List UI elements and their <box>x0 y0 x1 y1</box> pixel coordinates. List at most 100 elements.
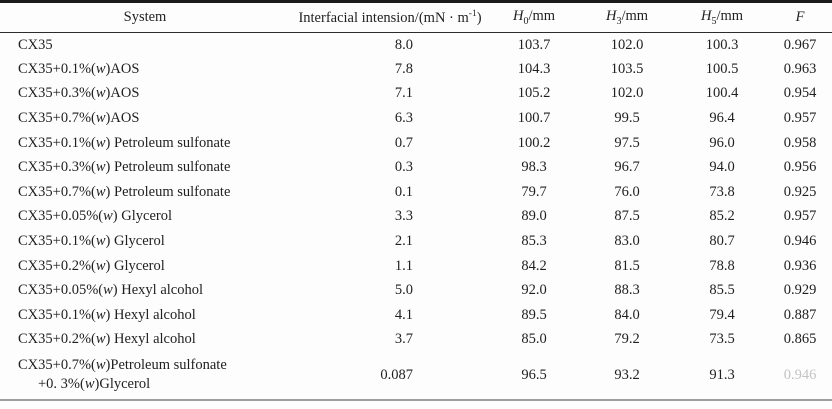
h0-cell: 85.3 <box>521 233 547 250</box>
interfacial-tension-cell: 0.3 <box>394 159 413 176</box>
h3-cell: 102.0 <box>610 36 644 53</box>
h5-cell: 78.8 <box>709 257 735 274</box>
h5-cell: 73.5 <box>709 331 735 348</box>
h5-cell: 100.3 <box>705 36 739 53</box>
col-header-h5: H5/mm <box>676 1 768 33</box>
f-cell: 0.963 <box>783 60 817 77</box>
f-cell: 0.957 <box>783 110 817 127</box>
h0-cell: 84.2 <box>521 257 547 274</box>
table-row: CX35+0.3%(w)AOS 7.1 105.2 102.0 100.4 0.954 <box>0 82 832 107</box>
h0-cell: 104.3 <box>517 60 551 77</box>
h5-cell: 79.4 <box>709 306 735 323</box>
system-cell: CX35+0.05%(w) Glycerol <box>0 205 290 230</box>
col-header-interfacial-tension: Interfacial intension/(mN · m-1) <box>290 1 490 33</box>
table-row: CX35+0.7%(w)Petroleum sulfonate +0. 3%(w)… <box>0 352 832 400</box>
system-line: CX35+0.2%(w) Glycerol <box>18 257 165 274</box>
system-cell: CX35+0.7%(w)Petroleum sulfonate +0. 3%(w)… <box>0 352 290 400</box>
col-header-f: F <box>768 1 832 33</box>
table-row: CX35+0.7%(w) Petroleum sulfonate 0.1 79.7 7… <box>0 180 832 205</box>
h3-cell: 87.5 <box>614 208 640 225</box>
system-cell: CX35 <box>0 33 290 58</box>
h0-cell: 100.7 <box>517 110 551 127</box>
col-header-h0: H0/mm <box>490 1 578 33</box>
h0-cell: 105.2 <box>517 85 551 102</box>
interfacial-tension-cell: 7.1 <box>394 85 413 102</box>
interfacial-tension-cell: 5.0 <box>394 282 413 299</box>
h5-symbol: H <box>700 8 712 25</box>
h3-cell: 83.0 <box>614 233 640 250</box>
h3-cell: 79.2 <box>614 331 640 348</box>
table-row: CX35+0.7%(w)AOS 6.3 100.7 99.5 96.4 0.957 <box>0 106 832 131</box>
table-row: CX35+0.1%(w) Petroleum sulfonate 0.7 100.2… <box>0 131 832 156</box>
system-header-label: System <box>123 9 167 25</box>
h5-cell: 94.0 <box>709 159 735 176</box>
system-cell: CX35+0.2%(w) Hexyl alcohol <box>0 328 290 353</box>
interfacial-tension-cell: 8.0 <box>394 36 413 53</box>
system-cell: CX35+0.05%(w) Hexyl alcohol <box>0 278 290 303</box>
h5-cell: 100.4 <box>705 85 739 102</box>
system-line: CX35 <box>18 36 53 53</box>
interfacial-tension-cell: 0.7 <box>394 134 413 151</box>
h0-cell: 79.7 <box>521 183 547 200</box>
interfacial-tension-cell: 3.3 <box>394 208 413 225</box>
h3-cell: 96.7 <box>614 159 640 176</box>
h5-cell: 73.8 <box>709 183 735 200</box>
system-line: CX35+0.3%(w) Petroleum sulfonate <box>18 159 231 176</box>
h3-unit: /mm <box>621 8 649 25</box>
h0-symbol: H <box>512 8 524 25</box>
h0-cell: 85.0 <box>521 331 547 348</box>
system-cell: CX35+0.1%(w) Petroleum sulfonate <box>0 131 290 156</box>
h5-cell: 80.7 <box>709 233 735 250</box>
h5-subscript: 5 <box>711 15 717 27</box>
h0-cell: 92.0 <box>521 282 547 299</box>
h0-cell: 100.2 <box>517 134 551 151</box>
h0-cell: 103.7 <box>517 36 551 53</box>
h3-cell: 76.0 <box>614 183 640 200</box>
system-line: +0. 3%(w)Glycerol <box>38 376 151 393</box>
system-cell: CX35+0.1%(w) Glycerol <box>0 229 290 254</box>
h3-subscript: 3 <box>616 15 622 27</box>
interfacial-tension-cell: 6.3 <box>394 110 413 127</box>
table-row: CX35+0.2%(w) Hexyl alcohol 3.7 85.0 79.2 73.… <box>0 328 832 353</box>
system-line: CX35+0.05%(w) Hexyl alcohol <box>18 282 204 299</box>
f-cell: 0.967 <box>783 36 817 53</box>
table-row: CX35+0.2%(w) Glycerol 1.1 84.2 81.5 78.8 0.93… <box>0 254 832 279</box>
interfacial-tension-cell: 1.1 <box>394 257 413 274</box>
interfacial-tension-cell: 7.8 <box>394 60 413 77</box>
h0-unit: /mm <box>528 8 556 25</box>
system-line: CX35+0.1%(w) Glycerol <box>18 233 165 250</box>
h0-cell: 98.3 <box>521 159 547 176</box>
tension-header-close: ) <box>476 9 482 26</box>
f-cell: 0.865 <box>783 331 817 348</box>
f-cell: 0.887 <box>783 306 817 323</box>
table-row: CX35 8.0 103.7 102.0 100.3 0.967 <box>0 33 832 58</box>
system-cell: CX35+0.2%(w) Glycerol <box>0 254 290 279</box>
system-line: CX35+0.2%(w) Hexyl alcohol <box>18 331 196 348</box>
f-cell: 0.956 <box>783 159 817 176</box>
h3-cell: 102.0 <box>610 85 644 102</box>
h5-cell: 100.5 <box>705 60 739 77</box>
system-cell: CX35+0.3%(w) Petroleum sulfonate <box>0 155 290 180</box>
system-cell: CX35+0.7%(w) Petroleum sulfonate <box>0 180 290 205</box>
tension-header-exponent: -1 <box>468 8 477 19</box>
system-cell: CX35+0.3%(w)AOS <box>0 82 290 107</box>
system-line: CX35+0.1%(w)AOS <box>18 60 140 77</box>
h3-cell: 88.3 <box>614 282 640 299</box>
f-cell: 0.954 <box>783 85 817 102</box>
system-line: CX35+0.7%(w)Petroleum sulfonate <box>18 357 227 374</box>
h5-cell: 85.2 <box>709 208 735 225</box>
interfacial-tension-cell: 0.1 <box>394 183 413 200</box>
header-row: System Interfacial intension/(mN · m-1) … <box>0 1 832 33</box>
table-row: CX35+0.1%(w) Glycerol 2.1 85.3 83.0 80.7 0.94… <box>0 229 832 254</box>
f-cell: 0.946 <box>783 233 817 250</box>
f-cell: 0.946 <box>783 366 817 383</box>
interfacial-tension-cell: 3.7 <box>394 331 413 348</box>
h5-cell: 96.4 <box>709 110 735 127</box>
table-row: CX35+0.1%(w) Hexyl alcohol 4.1 89.5 84.0 79.… <box>0 303 832 328</box>
h3-cell: 81.5 <box>614 257 640 274</box>
h3-cell: 99.5 <box>614 110 640 127</box>
h0-cell: 89.5 <box>521 306 547 323</box>
f-header-label: F <box>795 9 805 25</box>
h3-cell: 84.0 <box>614 306 640 323</box>
